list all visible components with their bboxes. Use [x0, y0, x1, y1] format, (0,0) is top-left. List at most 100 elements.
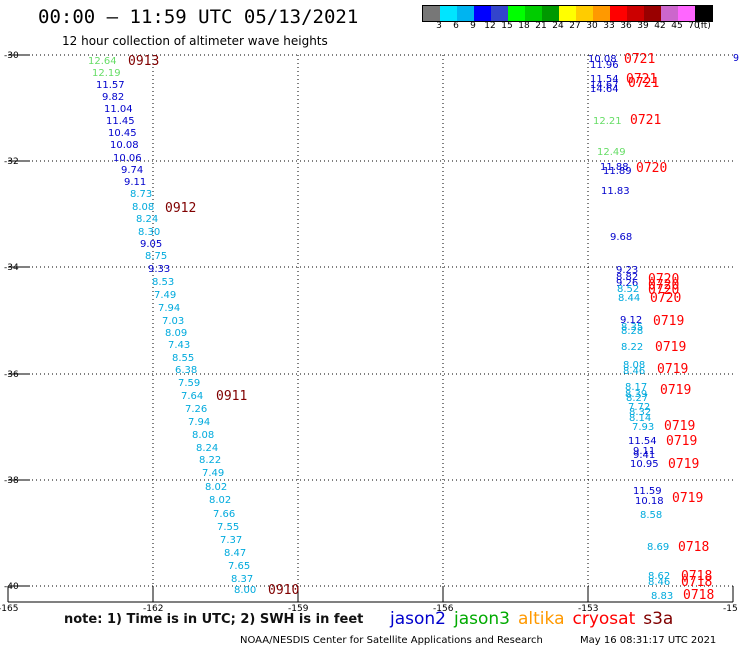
- swh-value: 8.55: [172, 353, 194, 364]
- swh-value: 12.64: [88, 56, 117, 67]
- pass-time-label: 0719: [657, 362, 688, 377]
- colorbar-label: 36: [620, 21, 632, 31]
- swh-value: 7.43: [168, 340, 190, 351]
- swh-value: 8.02: [209, 495, 231, 506]
- colorbar-label: 12: [484, 21, 496, 31]
- swh-value: 9.68: [610, 232, 632, 243]
- swh-value: 8.08: [623, 360, 645, 371]
- swh-value: 8.32: [629, 407, 651, 418]
- swh-value: 14.64: [590, 84, 619, 95]
- swh-value: 8.14: [629, 413, 651, 424]
- colorbar-label: 42: [654, 21, 666, 31]
- lon-label: -15: [723, 604, 738, 614]
- swh-value: 7.03: [162, 316, 184, 327]
- swh-value: 8.24: [136, 214, 158, 225]
- swh-value: 7.94: [158, 303, 180, 314]
- colorbar-swatch: [576, 6, 593, 21]
- pass-time-label: 0910: [268, 583, 299, 598]
- swh-value: 11.04: [104, 104, 133, 115]
- swh-value: 11.89: [603, 166, 632, 177]
- pass-time-label: 0719: [660, 383, 691, 398]
- swh-value: 8.75: [145, 251, 167, 262]
- pass-time-label: 0719: [655, 340, 686, 355]
- swh-value: 7.93: [632, 422, 654, 433]
- swh-value: 9.11: [124, 177, 146, 188]
- colorbar-label: 24: [552, 21, 564, 31]
- swh-value: 7.49: [202, 468, 224, 479]
- lat-label: -38: [4, 476, 19, 486]
- swh-value: 8.30: [138, 227, 160, 238]
- swh-value: 9.74: [121, 165, 143, 176]
- lat-label: -34: [4, 263, 19, 273]
- swh-value: 11.88: [600, 162, 629, 173]
- lon-label: -165: [0, 604, 18, 614]
- swh-value: 7.26: [185, 404, 207, 415]
- colorbar-label: 6: [453, 21, 459, 31]
- swh-value: 8.46: [648, 577, 670, 588]
- pass-time-label: 0719: [664, 419, 695, 434]
- swh-value: 12.49: [597, 147, 626, 158]
- pass-time-label: 0720: [636, 161, 667, 176]
- colorbar-swatch: [474, 6, 491, 21]
- pass-time-label: 0911: [216, 389, 247, 404]
- lat-label: -30: [4, 51, 19, 61]
- pass-time-label: 0721: [626, 72, 657, 87]
- swh-value: 9.82: [102, 92, 124, 103]
- colorbar-swatch: [559, 6, 576, 21]
- swh-value: 8.22: [199, 455, 221, 466]
- colorbar-swatch: [542, 6, 559, 21]
- swh-value: 8.39: [625, 389, 647, 400]
- colorbar-label: 18: [518, 21, 530, 31]
- swh-value: 10.95: [630, 459, 659, 470]
- swh-value: 11.96: [590, 60, 619, 71]
- colorbar-label: 39: [637, 21, 649, 31]
- map-subtitle: 12 hour collection of altimeter wave hei…: [62, 34, 328, 48]
- swh-value: 8.44: [618, 293, 640, 304]
- lat-label: -40: [4, 582, 19, 592]
- swh-value: 7.72: [628, 402, 650, 413]
- right-edge-label: 9: [733, 53, 739, 64]
- wave-height-colorbar: [422, 5, 713, 22]
- lat-label: -32: [4, 157, 19, 167]
- swh-value: 10.18: [635, 496, 664, 507]
- swh-value: 8.17: [625, 382, 647, 393]
- swh-value: 7.37: [220, 535, 242, 546]
- pass-time-label: 0718: [681, 575, 712, 590]
- legend-s3a: s3a: [643, 609, 674, 629]
- swh-value: 9.41: [633, 450, 655, 461]
- colorbar-swatch: [610, 6, 627, 21]
- swh-value: 8.83: [651, 591, 673, 602]
- colorbar-label: 27: [569, 21, 581, 31]
- swh-value: 8.37: [231, 574, 253, 585]
- colorbar-swatch: [593, 6, 610, 21]
- swh-value: 9.26: [616, 278, 638, 289]
- footer-note: note: 1) Time is in UTC; 2) SWH is in fe…: [64, 612, 364, 627]
- legend-jason2: jason2: [390, 609, 446, 629]
- map-title: 00:00 – 11:59 UTC 05/13/2021: [38, 6, 359, 28]
- swh-value: 8.08: [192, 430, 214, 441]
- swh-value: 11.57: [96, 80, 125, 91]
- colorbar-label: 21: [535, 21, 547, 31]
- pass-time-label: 0721: [628, 76, 659, 91]
- colorbar-label: 45: [671, 21, 683, 31]
- swh-value: 8.53: [152, 277, 174, 288]
- pass-time-label: 0912: [165, 201, 196, 216]
- pass-time-label: 0719: [668, 457, 699, 472]
- swh-value: 8.02: [205, 482, 227, 493]
- swh-value: 8.09: [165, 328, 187, 339]
- pass-time-label: 0719: [672, 491, 703, 506]
- swh-value: 10.06: [113, 153, 142, 164]
- swh-value: 7.55: [217, 522, 239, 533]
- pass-time-label: 0720: [648, 283, 679, 298]
- swh-value: 9.23: [616, 265, 638, 276]
- swh-value: 8.82: [616, 272, 638, 283]
- swh-value: 8.00: [234, 585, 256, 596]
- swh-value: 6.38: [175, 365, 197, 376]
- lon-label: -156: [433, 604, 454, 614]
- swh-value: 10.45: [108, 128, 137, 139]
- swh-value: 8.27: [626, 393, 648, 404]
- colorbar-swatch: [661, 6, 678, 21]
- colorbar-label: 15: [501, 21, 513, 31]
- colorbar-swatch: [491, 6, 508, 21]
